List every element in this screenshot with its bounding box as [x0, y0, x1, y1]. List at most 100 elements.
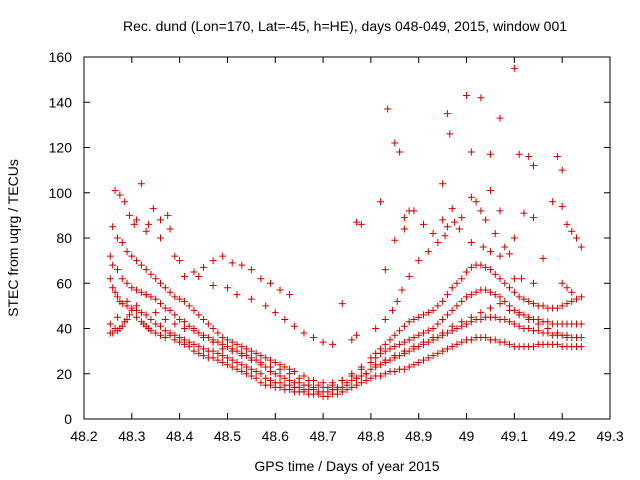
data-point: [161, 315, 169, 323]
data-point: [501, 338, 509, 346]
data-point: [415, 257, 423, 265]
data-point: [214, 349, 222, 357]
data-point: [338, 300, 346, 308]
y-axis: 0 20 40 60 80 100 120 140 160: [49, 49, 610, 427]
data-point: [128, 304, 136, 312]
data-point: [539, 254, 547, 262]
data-point: [573, 295, 581, 303]
data-point: [577, 293, 585, 301]
x-tick-label: 48.5: [214, 428, 241, 444]
y-tick-label: 40: [56, 321, 72, 337]
data-point: [176, 315, 184, 323]
data-point: [448, 343, 456, 351]
data-point: [429, 325, 437, 332]
data-point: [180, 318, 188, 326]
data-point: [142, 266, 150, 274]
data-point: [477, 315, 485, 323]
data-point: [506, 306, 514, 314]
data-point: [295, 374, 303, 382]
data-point: [149, 205, 157, 213]
data-point: [568, 297, 576, 305]
y-axis-title: STEC from uqrg / TECUs: [5, 159, 21, 317]
data-point: [434, 239, 442, 247]
data-point: [477, 94, 485, 102]
data-point: [180, 272, 188, 280]
data-point: [247, 347, 255, 355]
data-point: [453, 279, 461, 287]
chart-title: Rec. dund (Lon=170, Lat=-45, h=HE), days…: [123, 18, 567, 34]
data-point: [549, 198, 557, 206]
data-point: [128, 284, 136, 292]
data-point: [252, 374, 260, 382]
data-point: [400, 322, 408, 330]
data-point: [257, 352, 265, 360]
data-point: [424, 327, 432, 335]
data-point: [434, 302, 442, 310]
data-point: [501, 315, 509, 323]
data-point: [133, 257, 141, 265]
data-point: [381, 340, 389, 348]
data-point: [171, 331, 179, 339]
data-point: [247, 295, 255, 303]
data-point: [252, 367, 260, 375]
data-point: [125, 311, 133, 319]
data-point: [195, 343, 203, 351]
data-point: [209, 347, 217, 355]
data-point: [147, 315, 155, 323]
data-point: [434, 320, 442, 328]
data-point: [482, 263, 490, 271]
x-tick-label: 49: [459, 428, 475, 444]
data-point: [391, 343, 399, 351]
data-point: [391, 236, 399, 244]
data-point: [463, 268, 471, 276]
data-point: [266, 377, 274, 385]
data-point: [448, 284, 456, 292]
data-point: [161, 284, 169, 292]
data-point: [157, 279, 165, 287]
data-point: [410, 343, 418, 351]
data-point: [458, 275, 466, 283]
data-point: [195, 311, 203, 319]
data-point: [314, 381, 322, 389]
data-point: [111, 288, 119, 296]
data-point: [506, 284, 514, 292]
data-point: [200, 315, 208, 323]
data-point: [145, 220, 153, 228]
data-point: [400, 214, 408, 222]
data-point: [329, 340, 337, 348]
data-point: [190, 306, 198, 314]
data-point: [501, 243, 509, 251]
data-point: [171, 320, 179, 328]
data-point: [243, 345, 251, 353]
data-point: [525, 315, 533, 323]
data-point: [443, 291, 451, 299]
data-point: [271, 358, 279, 366]
data-point: [353, 331, 361, 339]
data-point: [393, 297, 401, 305]
data-point: [286, 291, 294, 299]
data-point: [467, 193, 475, 201]
data-point: [233, 358, 241, 366]
data-point: [439, 329, 447, 337]
data-point: [491, 229, 499, 237]
data-point: [420, 338, 428, 346]
data-point: [544, 325, 552, 332]
data-point: [219, 358, 227, 366]
data-point: [152, 320, 160, 328]
data-point: [400, 338, 408, 346]
data-point: [563, 331, 571, 339]
data-point: [142, 311, 150, 319]
data-point: [300, 329, 308, 337]
data-point: [118, 300, 126, 308]
data-point: [372, 349, 380, 357]
data-point: [501, 297, 509, 305]
data-point: [171, 311, 179, 319]
data-point: [185, 322, 193, 330]
data-point: [405, 318, 413, 326]
data-point: [200, 352, 208, 360]
data-point: [491, 270, 499, 278]
data-point: [276, 372, 284, 380]
data-point: [161, 334, 169, 342]
data-point: [353, 381, 361, 389]
x-tick-label: 48.6: [262, 428, 289, 444]
